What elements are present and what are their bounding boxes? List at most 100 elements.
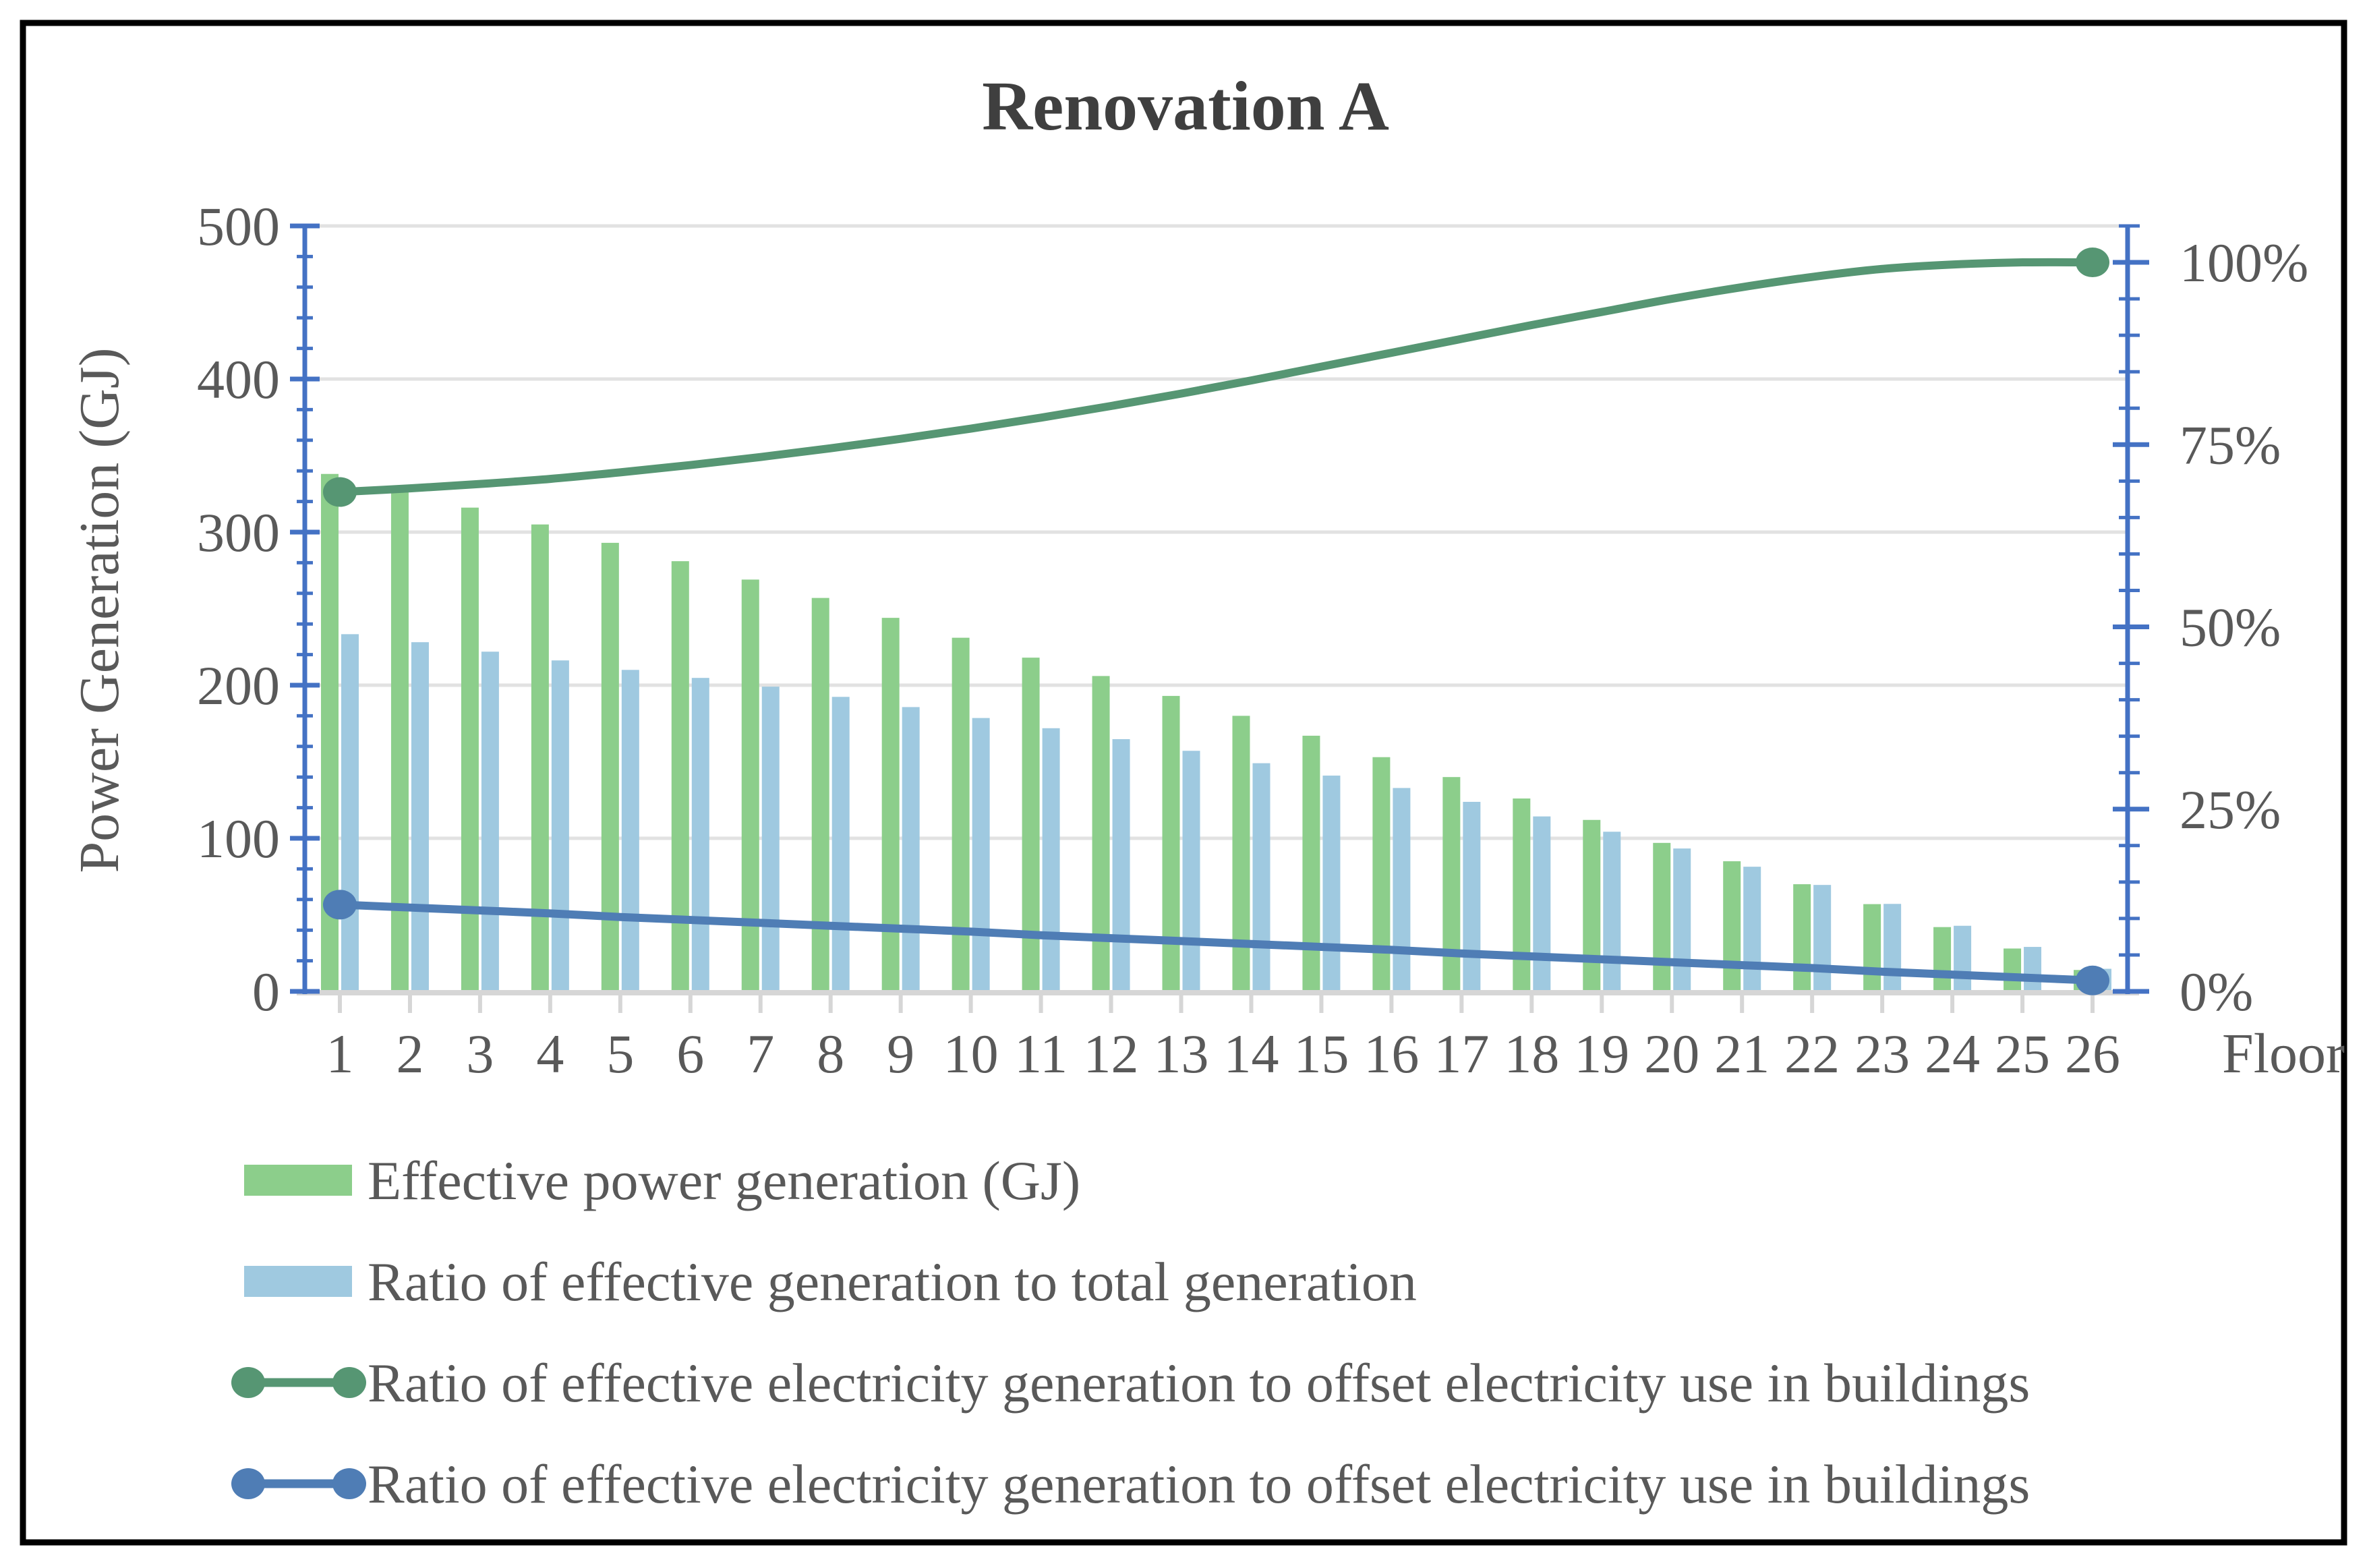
legend-item-label: Ratio of effective electricity generatio… [368,1453,2030,1515]
bar-effective-power-floor-22 [1793,884,1811,991]
y-axis-right-label-0%: 0% [2180,961,2253,1022]
bar-effective-power-floor-11 [1022,658,1040,991]
right-value-axis [2113,224,2149,994]
chart-title: Renovation A [982,67,1389,145]
bar-effective-power-floor-19 [1583,819,1601,991]
legend-item-ratio-offset-green: Ratio of effective electricity generatio… [231,1352,2030,1414]
bar-effective-power-floor-17 [1442,777,1461,991]
legend-item-label: Effective power generation (GJ) [368,1150,1080,1211]
x-axis-label-floor-26: 26 [2065,1023,2120,1084]
y-axis-left-label-200: 200 [197,655,280,716]
bar-ratio-total-floor-7 [761,687,780,991]
left-value-axis [290,223,320,994]
line-ratio-offset-blue-path [335,900,2097,985]
x-axis-label-floor-22: 22 [1784,1023,1840,1084]
bar-ratio-total-floor-3 [481,651,499,991]
y-axis-right-label-50%: 50% [2180,597,2281,658]
bar-ratio-total-floor-21 [1743,867,1761,991]
bar-effective-power-floor-9 [881,618,900,991]
y-axis-right-label-100%: 100% [2180,232,2308,293]
x-axis-label-floor-14: 14 [1223,1023,1279,1084]
line-ratio-offset-green-path [335,258,2097,496]
line-ratio-offset-blue-marker-last [2076,965,2110,995]
bar-ratio-total-floor-9 [902,707,920,991]
bar-ratio-total-floor-15 [1322,776,1341,991]
bar-ratio-total-floor-14 [1252,763,1270,991]
x-axis-label-floor-24: 24 [1925,1023,1980,1084]
y-axis-right-label-75%: 75% [2180,414,2281,475]
bar-effective-power-floor-25 [2004,948,2022,991]
bar-ratio-total-floor-25 [2024,947,2042,991]
x-axis-label-floor-25: 25 [1995,1023,2050,1084]
bar-ratio-total-floor-18 [1533,816,1551,991]
line-ratio-offset-green [322,248,2110,507]
x-axis-label-floor-6: 6 [676,1023,704,1084]
x-axis-label-floor-21: 21 [1714,1023,1770,1084]
bar-effective-power-floor-15 [1302,735,1320,991]
x-axis-label-floor-20: 20 [1644,1023,1699,1084]
x-axis-label-floor-11: 11 [1014,1023,1068,1084]
x-axis-label-floor-7: 7 [747,1023,774,1084]
y-axis-left-label-500: 500 [197,196,280,257]
x-axis-label-floor-9: 9 [887,1023,914,1084]
legend-swatch-ratio-offset-green-icon [231,1367,366,1398]
bar-effective-power-floor-18 [1513,798,1531,991]
bar-effective-power-floor-24 [1933,927,1952,991]
bar-ratio-total-floor-24 [1954,925,1972,991]
bars-ratio-effective-to-total [341,634,2112,991]
legend-item-ratio-offset-blue: Ratio of effective electricity generatio… [231,1453,2030,1515]
x-axis-title: Floor [2222,1022,2345,1085]
x-axis-label-floor-16: 16 [1364,1023,1419,1084]
y-axis-right-label-25%: 25% [2180,779,2281,840]
bar-effective-power-floor-13 [1162,695,1180,991]
legend-item-effective-power: Effective power generation (GJ) [244,1150,1080,1211]
y-axis-left-label-300: 300 [197,502,280,563]
bar-ratio-total-floor-22 [1813,885,1832,991]
bar-effective-power-floor-8 [811,598,829,991]
category-axis [297,990,2139,1013]
bar-effective-power-floor-16 [1372,757,1391,991]
bar-effective-power-floor-20 [1653,842,1671,991]
line-ratio-offset-green-marker-first [322,477,357,507]
y-axis-left-label-400: 400 [197,349,280,410]
bar-effective-power-floor-12 [1092,676,1110,991]
x-axis-label-floor-5: 5 [606,1023,634,1084]
y-axis-left-label-100: 100 [197,808,280,869]
bar-ratio-total-floor-4 [551,660,569,991]
bar-effective-power-floor-3 [461,507,479,991]
x-axis-label-floor-17: 17 [1434,1023,1489,1084]
bar-ratio-total-floor-5 [621,670,639,991]
legend-line-marker-icon [332,1367,366,1398]
x-axis-label-floor-4: 4 [536,1023,564,1084]
legend-line-marker-icon [332,1468,366,1499]
bar-ratio-total-floor-13 [1182,751,1200,991]
bar-effective-power-floor-2 [390,490,409,991]
bar-ratio-total-floor-10 [972,718,990,991]
line-ratio-offset-blue [322,890,2110,995]
bar-ratio-total-floor-1 [341,634,359,991]
x-axis-label-floor-2: 2 [396,1023,423,1084]
legend-swatch-ratio-total-icon [244,1266,352,1297]
bar-ratio-total-floor-2 [411,642,429,991]
x-axis-label-floor-19: 19 [1574,1023,1629,1084]
x-axis-label-floor-13: 13 [1154,1023,1209,1084]
y-axis-left-label-0: 0 [252,961,280,1022]
bar-effective-power-floor-5 [601,542,619,991]
legend: Effective power generation (GJ) Ratio of… [231,1150,2030,1515]
legend-item-ratio-total: Ratio of effective generation to total g… [244,1251,1417,1312]
bar-ratio-total-floor-11 [1042,728,1060,991]
legend-line-marker-icon [231,1468,265,1499]
legend-item-label: Ratio of effective electricity generatio… [368,1352,2030,1414]
legend-swatch-effective-power-icon [244,1165,352,1196]
bar-effective-power-floor-7 [741,579,759,991]
x-axis-label-floor-12: 12 [1084,1023,1139,1084]
legend-item-label: Ratio of effective generation to total g… [368,1251,1417,1312]
x-axis-label-floor-8: 8 [817,1023,844,1084]
bar-effective-power-floor-21 [1723,861,1741,991]
bar-effective-power-floor-14 [1232,716,1250,991]
legend-line-marker-icon [231,1367,265,1398]
x-axis-label-floor-15: 15 [1293,1023,1349,1084]
bar-ratio-total-floor-23 [1883,904,1902,991]
